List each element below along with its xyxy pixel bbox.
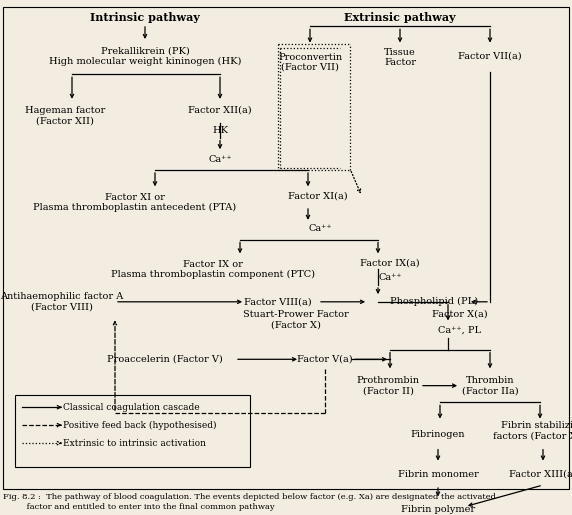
Text: Ca⁺⁺: Ca⁺⁺ [308, 224, 332, 233]
Text: Fig. 8.2 :  The pathway of blood coagulation. The events depicted below factor (: Fig. 8.2 : The pathway of blood coagulat… [3, 493, 496, 502]
Text: Factor X(a): Factor X(a) [432, 310, 488, 318]
Text: Thrombin
(Factor IIa): Thrombin (Factor IIa) [462, 376, 518, 396]
Text: Hageman factor
(Factor XII): Hageman factor (Factor XII) [25, 107, 105, 126]
Text: Ca⁺⁺, PL: Ca⁺⁺, PL [438, 326, 482, 335]
Text: factor and entitled to enter into the final common pathway: factor and entitled to enter into the fi… [3, 503, 275, 511]
Text: Extrinsic pathway: Extrinsic pathway [344, 12, 456, 24]
Text: Factor XII(a): Factor XII(a) [188, 106, 252, 115]
Text: Proconvertin
(Factor VII): Proconvertin (Factor VII) [278, 53, 342, 72]
Text: Factor IX or
Plasma thromboplastin component (PTC): Factor IX or Plasma thromboplastin compo… [111, 260, 315, 279]
Text: Factor IX(a): Factor IX(a) [360, 259, 420, 268]
Text: Phospholipid (PL): Phospholipid (PL) [390, 297, 478, 306]
Text: Fibrin monomer: Fibrin monomer [398, 470, 478, 479]
Text: Prekallikrein (PK)
High molecular weight kininogen (HK): Prekallikrein (PK) High molecular weight… [49, 46, 241, 66]
Text: HK: HK [212, 126, 228, 135]
Bar [15, 395, 250, 467]
Text: Classical coagulation cascade: Classical coagulation cascade [63, 403, 200, 411]
Text: Prothrombin
(Factor II): Prothrombin (Factor II) [356, 376, 419, 396]
Text: Factor XIII(a): Factor XIII(a) [509, 470, 572, 479]
Text: Factor XI(a): Factor XI(a) [288, 192, 348, 201]
Text: Factor VIII(a): Factor VIII(a) [244, 297, 312, 306]
Text: Fibrinogen: Fibrinogen [411, 430, 465, 439]
Text: Proaccelerin (Factor V): Proaccelerin (Factor V) [107, 355, 223, 364]
Text: Factor VII(a): Factor VII(a) [458, 52, 522, 61]
Text: Antihaemophilic factor A
(Factor VIII): Antihaemophilic factor A (Factor VIII) [1, 292, 124, 312]
Text: Extrinsic to intrinsic activation: Extrinsic to intrinsic activation [63, 439, 206, 448]
Text: Tissue
Factor: Tissue Factor [384, 48, 416, 67]
Text: Factor XI or
Plasma thromboplastin antecedent (PTA): Factor XI or Plasma thromboplastin antec… [33, 193, 237, 212]
Text: Intrinsic pathway: Intrinsic pathway [90, 12, 200, 24]
Text: Fibrin stabilizing
factors (Factor XIII): Fibrin stabilizing factors (Factor XIII) [493, 421, 572, 441]
Text: Ca⁺⁺: Ca⁺⁺ [208, 155, 232, 164]
Text: Stuart-Prower Factor
(Factor X): Stuart-Prower Factor (Factor X) [243, 310, 349, 330]
Text: Positive feed back (hypothesised): Positive feed back (hypothesised) [63, 421, 216, 430]
Text: Factor V(a): Factor V(a) [297, 355, 353, 364]
Text: Ca⁺⁺: Ca⁺⁺ [378, 273, 402, 282]
Text: Fibrin polymer: Fibrin polymer [401, 505, 475, 513]
